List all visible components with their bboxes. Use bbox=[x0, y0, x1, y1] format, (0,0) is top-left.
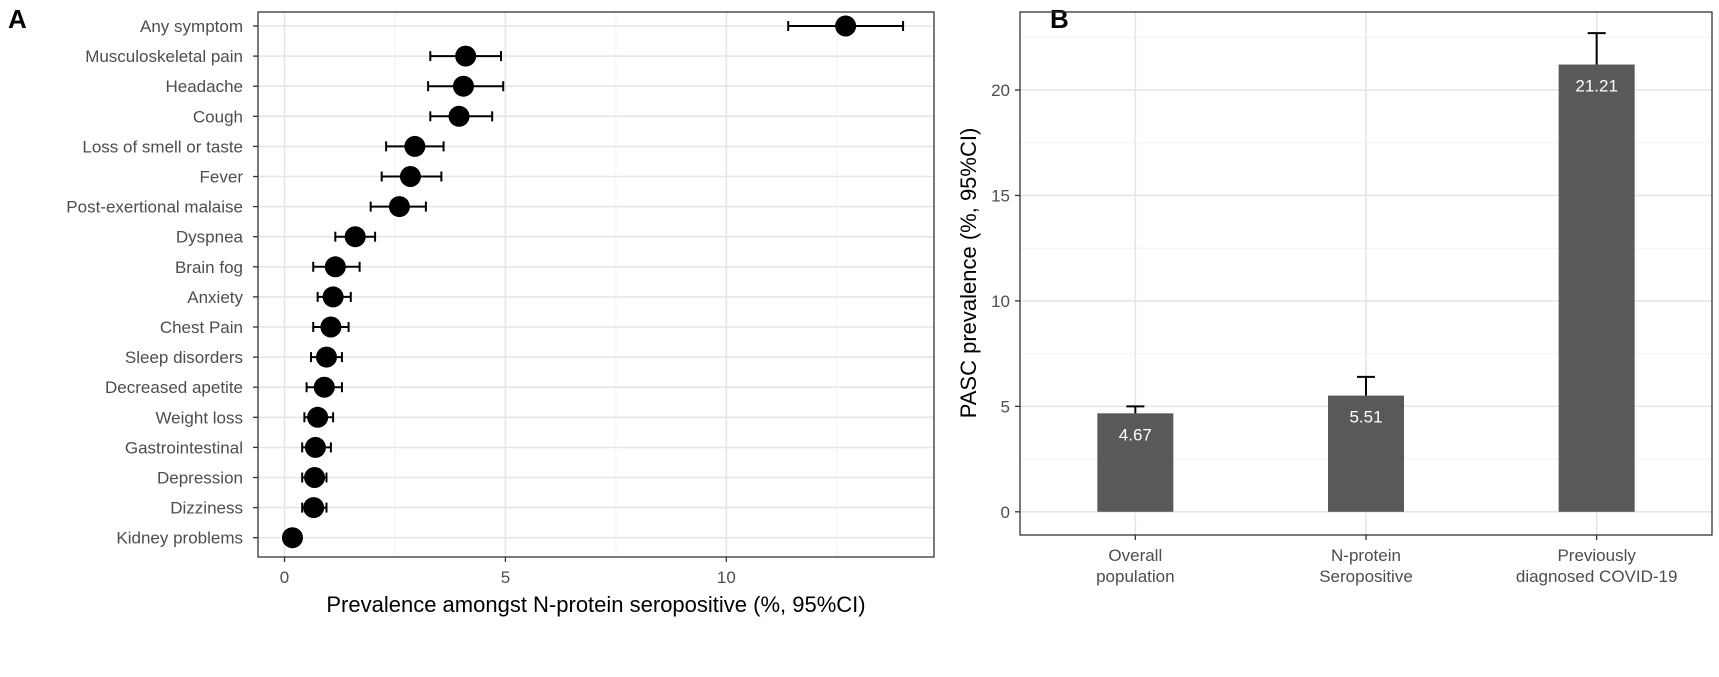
panel-a-letter: A bbox=[8, 4, 27, 34]
panel-a-point bbox=[404, 135, 426, 157]
panel-b-bar-value-label: 5.51 bbox=[1349, 408, 1382, 427]
panel-b-bar bbox=[1097, 413, 1174, 512]
panel-b-y-tick-label: 0 bbox=[1001, 503, 1010, 522]
panel-a-point bbox=[304, 467, 326, 488]
panel-a-x-tick-label: 5 bbox=[501, 568, 510, 587]
panel-a-x-axis-title: Prevalence amongst N-protein seropositiv… bbox=[326, 592, 865, 617]
panel-a-point bbox=[313, 376, 335, 398]
panel-b-bar-value-label: 4.67 bbox=[1119, 425, 1152, 444]
panel-a-point bbox=[399, 166, 421, 187]
panel-a-point bbox=[315, 346, 337, 368]
panel-b-y-tick-label: 20 bbox=[991, 81, 1010, 100]
panel-b-category-labels: Overall population N-protein Seropositive Pr… bbox=[1096, 535, 1677, 586]
panel-a-point bbox=[307, 406, 329, 428]
panel-b-y-tick-label: 15 bbox=[991, 186, 1010, 205]
panel-b-marks: 4.67 5.51 21.21 bbox=[1097, 32, 1635, 512]
panel-a-marks bbox=[281, 15, 905, 549]
panel-b-category-label: Seropositive bbox=[1319, 567, 1413, 586]
panel-a-point bbox=[835, 15, 857, 37]
panel-a-category-label: Anxiety bbox=[187, 288, 243, 307]
panel-a-chart: Any symptom Musculoskeletal pain Headache C… bbox=[66, 11, 935, 617]
panel-b-category-label: Previously bbox=[1557, 546, 1636, 565]
panel-a-point bbox=[281, 527, 303, 549]
panel-b-chart: 4.67 5.51 21.21 0 5 10 15 20 Overall population… bbox=[956, 11, 1713, 586]
panel-a-category-label: Any symptom bbox=[140, 17, 243, 36]
panel-a-category-label: Headache bbox=[165, 77, 243, 96]
panel-a-category-label: Decreased apetite bbox=[105, 378, 243, 397]
panel-a-category-labels: Any symptom Musculoskeletal pain Headache C… bbox=[66, 17, 258, 548]
panel-a-point bbox=[344, 226, 366, 248]
panel-a-category-label: Chest Pain bbox=[160, 318, 243, 337]
panel-a-gridlines bbox=[258, 12, 934, 557]
panel-a-category-label: Dizziness bbox=[170, 499, 243, 518]
panel-b-category-label: diagnosed COVID-19 bbox=[1516, 567, 1678, 586]
panel-a-category-label: Gastrointestinal bbox=[125, 438, 243, 457]
panel-a-category-label: Musculoskeletal pain bbox=[85, 47, 243, 66]
panel-a-category-label: Loss of smell or taste bbox=[82, 137, 243, 156]
panel-a-category-label: Depression bbox=[157, 469, 243, 488]
panel-b-y-ticks: 0 5 10 15 20 bbox=[991, 81, 1020, 522]
panel-a-category-label: Weight loss bbox=[155, 408, 243, 427]
panel-b-bar bbox=[1558, 64, 1635, 512]
panel-a-point bbox=[322, 286, 344, 308]
panel-b-category-label: N-protein bbox=[1331, 546, 1401, 565]
panel-a-category-label: Kidney problems bbox=[116, 529, 243, 548]
panel-a-point bbox=[324, 256, 346, 278]
panel-b-category-label: Overall bbox=[1108, 546, 1162, 565]
panel-b-bar-value-label: 21.21 bbox=[1575, 77, 1618, 96]
panel-a-category-label: Post-exertional malaise bbox=[66, 198, 243, 217]
panel-b-category-label: population bbox=[1096, 567, 1174, 586]
panel-a-point bbox=[320, 316, 342, 338]
panel-b-letter: B bbox=[1050, 4, 1069, 34]
panel-a-frame bbox=[257, 11, 935, 558]
panel-a-point bbox=[304, 436, 326, 458]
panel-a-point bbox=[303, 497, 325, 519]
panel-b-bar bbox=[1328, 395, 1404, 512]
panel-a-x-ticks: 0 5 10 bbox=[280, 557, 736, 587]
panel-a-category-label: Fever bbox=[200, 168, 244, 187]
panel-a-x-tick-label: 0 bbox=[280, 568, 289, 587]
panel-a-category-label: Sleep disorders bbox=[125, 348, 243, 367]
panel-a-category-label: Dyspnea bbox=[176, 228, 244, 247]
panel-a-point bbox=[455, 45, 477, 67]
panel-a-point bbox=[452, 75, 474, 97]
panel-a-category-label: Cough bbox=[193, 107, 243, 126]
panel-b-y-tick-label: 10 bbox=[991, 292, 1010, 311]
panel-a-point bbox=[388, 196, 410, 218]
panel-a-category-label: Brain fog bbox=[175, 258, 243, 277]
panel-a-point bbox=[448, 105, 470, 127]
panel-a-x-tick-label: 10 bbox=[717, 568, 736, 587]
panel-b-y-tick-label: 5 bbox=[1001, 397, 1010, 416]
panel-b-y-axis-title: PASC prevalence (%, 95%CI) bbox=[956, 128, 981, 419]
